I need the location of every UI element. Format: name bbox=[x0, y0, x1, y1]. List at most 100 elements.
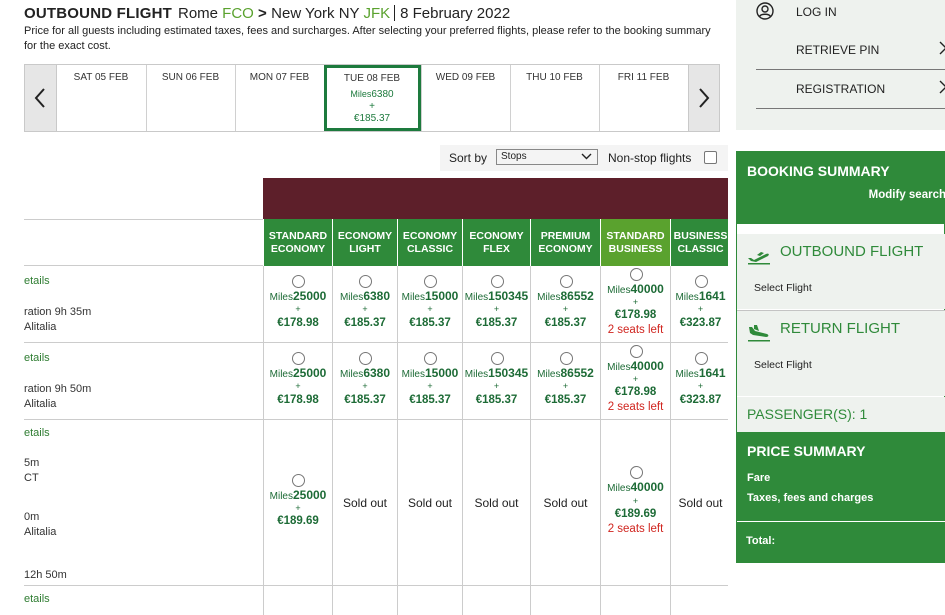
modify-search-link[interactable]: Modify search bbox=[868, 189, 945, 201]
fare-radio[interactable] bbox=[559, 275, 573, 288]
fare-plus: + bbox=[493, 304, 500, 314]
fare-cell: Sold out bbox=[462, 420, 530, 585]
fare-miles-value: 150345 bbox=[488, 289, 529, 303]
fare-cell bbox=[670, 586, 728, 615]
return-summary-title: RETURN FLIGHT bbox=[780, 320, 900, 337]
sort-value: Stops bbox=[501, 151, 527, 162]
fare-miles: Miles40000 bbox=[601, 480, 670, 494]
fare-radio[interactable] bbox=[359, 352, 372, 365]
date-option[interactable]: MON 07 FEB bbox=[234, 65, 324, 131]
fare-miles-label: Miles bbox=[401, 292, 425, 303]
flight-info-line: Alitalia bbox=[24, 526, 57, 538]
fare-price: €185.37 bbox=[344, 317, 386, 329]
fare-radio[interactable] bbox=[490, 275, 504, 288]
fare-miles-label: Miles bbox=[269, 369, 293, 380]
flight-details-link[interactable]: etails bbox=[24, 593, 50, 605]
date-option[interactable]: SAT 05 FEB bbox=[57, 65, 146, 131]
fare-radio[interactable] bbox=[559, 352, 573, 365]
fare-column-header: BUSINESS CLASSIC bbox=[670, 219, 728, 266]
fare-cell: Sold out bbox=[332, 420, 397, 585]
fare-radio[interactable] bbox=[292, 275, 305, 288]
sold-out-label: Sold out bbox=[474, 496, 519, 510]
retrieve-pin-link[interactable]: RETRIEVE PIN bbox=[756, 31, 945, 70]
fare-cell: Miles86552 + €185.37 bbox=[530, 343, 600, 419]
flight-column-header bbox=[24, 219, 263, 266]
prev-date-button[interactable] bbox=[25, 65, 57, 131]
flight-header: OUTBOUND FLIGHT Rome FCO > New York NY JF… bbox=[24, 5, 724, 54]
fare-miles-label: Miles bbox=[269, 491, 293, 502]
flight-details-link[interactable]: etails bbox=[24, 427, 50, 439]
fare-miles-value: 86552 bbox=[560, 289, 594, 303]
date-option[interactable]: SUN 06 FEB bbox=[145, 65, 235, 131]
sort-select[interactable]: Stops bbox=[496, 149, 598, 165]
fare-radio[interactable] bbox=[424, 275, 437, 288]
fare-miles: Miles25000 bbox=[264, 488, 332, 502]
fare-radio[interactable] bbox=[629, 345, 643, 358]
fare-price: €185.37 bbox=[409, 394, 451, 406]
fare-column-header: ECONOMY LIGHT bbox=[332, 219, 397, 266]
fare-miles-label: Miles bbox=[537, 369, 561, 380]
flight-info-line: Alitalia bbox=[24, 398, 57, 410]
fare-column-header: ECONOMY FLEX bbox=[462, 219, 530, 266]
flight-info-line: 5m bbox=[24, 457, 40, 469]
sort-label: Sort by bbox=[449, 151, 488, 165]
booking-summary-title: BOOKING SUMMARY bbox=[747, 163, 890, 179]
fare-plus: + bbox=[362, 381, 368, 391]
retrieve-pin-label: RETRIEVE PIN bbox=[796, 43, 880, 57]
account-panel: LOG IN RETRIEVE PIN REGISTRATION bbox=[736, 0, 945, 130]
date-miles: Miles6380 bbox=[327, 88, 418, 101]
fare-plus: + bbox=[295, 503, 301, 513]
fare-miles-label: Miles bbox=[269, 292, 293, 303]
fare-price: €185.37 bbox=[544, 394, 587, 406]
flight-info-line: 0m bbox=[24, 511, 40, 523]
fare-radio[interactable] bbox=[292, 352, 305, 365]
fare-radio[interactable] bbox=[292, 474, 305, 487]
chevron-right-icon bbox=[699, 88, 710, 108]
fare-cell: Miles15000 + €185.37 bbox=[397, 343, 462, 419]
date-option[interactable]: FRI 11 FEB bbox=[598, 65, 688, 131]
fare-miles-value: 25000 bbox=[292, 366, 327, 380]
registration-link[interactable]: REGISTRATION bbox=[756, 70, 945, 109]
fare-radio[interactable] bbox=[490, 352, 504, 365]
fare-column-header: STANDARD BUSINESS bbox=[600, 219, 670, 266]
sold-out-label: Sold out bbox=[342, 496, 388, 510]
flight-info-line: Alitalia bbox=[24, 321, 57, 333]
sort-bar: Sort by Stops Non-stop flights bbox=[440, 145, 728, 171]
date-label: THU 10 FEB bbox=[526, 72, 583, 83]
fare-cell: Miles6380 + €185.37 bbox=[332, 343, 397, 419]
fare-radio[interactable] bbox=[694, 275, 708, 288]
date-option[interactable]: WED 09 FEB bbox=[420, 65, 510, 131]
fare-cell bbox=[332, 586, 397, 615]
sold-out-label: Sold out bbox=[543, 496, 588, 510]
fare-miles-label: Miles bbox=[607, 483, 631, 494]
date-list: SAT 05 FEB SUN 06 FEB MON 07 FEB TUE 08 FEB… bbox=[57, 65, 688, 131]
fare-radio[interactable] bbox=[629, 268, 643, 281]
booking-summary-header: BOOKING SUMMARY Modify search bbox=[737, 152, 945, 224]
login-link[interactable]: LOG IN bbox=[756, 2, 945, 24]
fare-cell: Sold out bbox=[397, 420, 462, 585]
date-label: WED 09 FEB bbox=[435, 72, 496, 83]
fare-miles: Miles15000 bbox=[398, 366, 462, 380]
fare-cell: Miles150345 + €185.37 bbox=[462, 343, 530, 419]
sold-out-label: Sold out bbox=[678, 496, 723, 510]
fare-radio[interactable] bbox=[359, 275, 372, 288]
fare-miles: Miles6380 bbox=[333, 289, 397, 303]
user-icon bbox=[756, 2, 774, 20]
fare-price: €178.98 bbox=[277, 394, 319, 406]
flight-row: etails bbox=[24, 586, 728, 615]
fare-miles-label: Miles bbox=[401, 369, 425, 380]
next-date-button[interactable] bbox=[687, 65, 719, 131]
fare-cell bbox=[397, 586, 462, 615]
flight-details-link[interactable]: etails bbox=[24, 352, 50, 364]
date-option[interactable]: TUE 08 FEB Miles6380 + €185.37 bbox=[323, 65, 421, 131]
date-option[interactable]: THU 10 FEB bbox=[509, 65, 599, 131]
fare-cell bbox=[462, 586, 530, 615]
date-label: MON 07 FEB bbox=[249, 72, 310, 83]
route-arrow: > bbox=[258, 5, 267, 22]
flight-details-link[interactable]: etails bbox=[24, 275, 50, 287]
nonstop-checkbox[interactable] bbox=[704, 151, 717, 164]
fare-radio[interactable] bbox=[629, 466, 643, 479]
fare-radio[interactable] bbox=[694, 352, 708, 365]
fare-radio[interactable] bbox=[424, 352, 437, 365]
fare-miles: Miles150345 bbox=[463, 366, 530, 380]
